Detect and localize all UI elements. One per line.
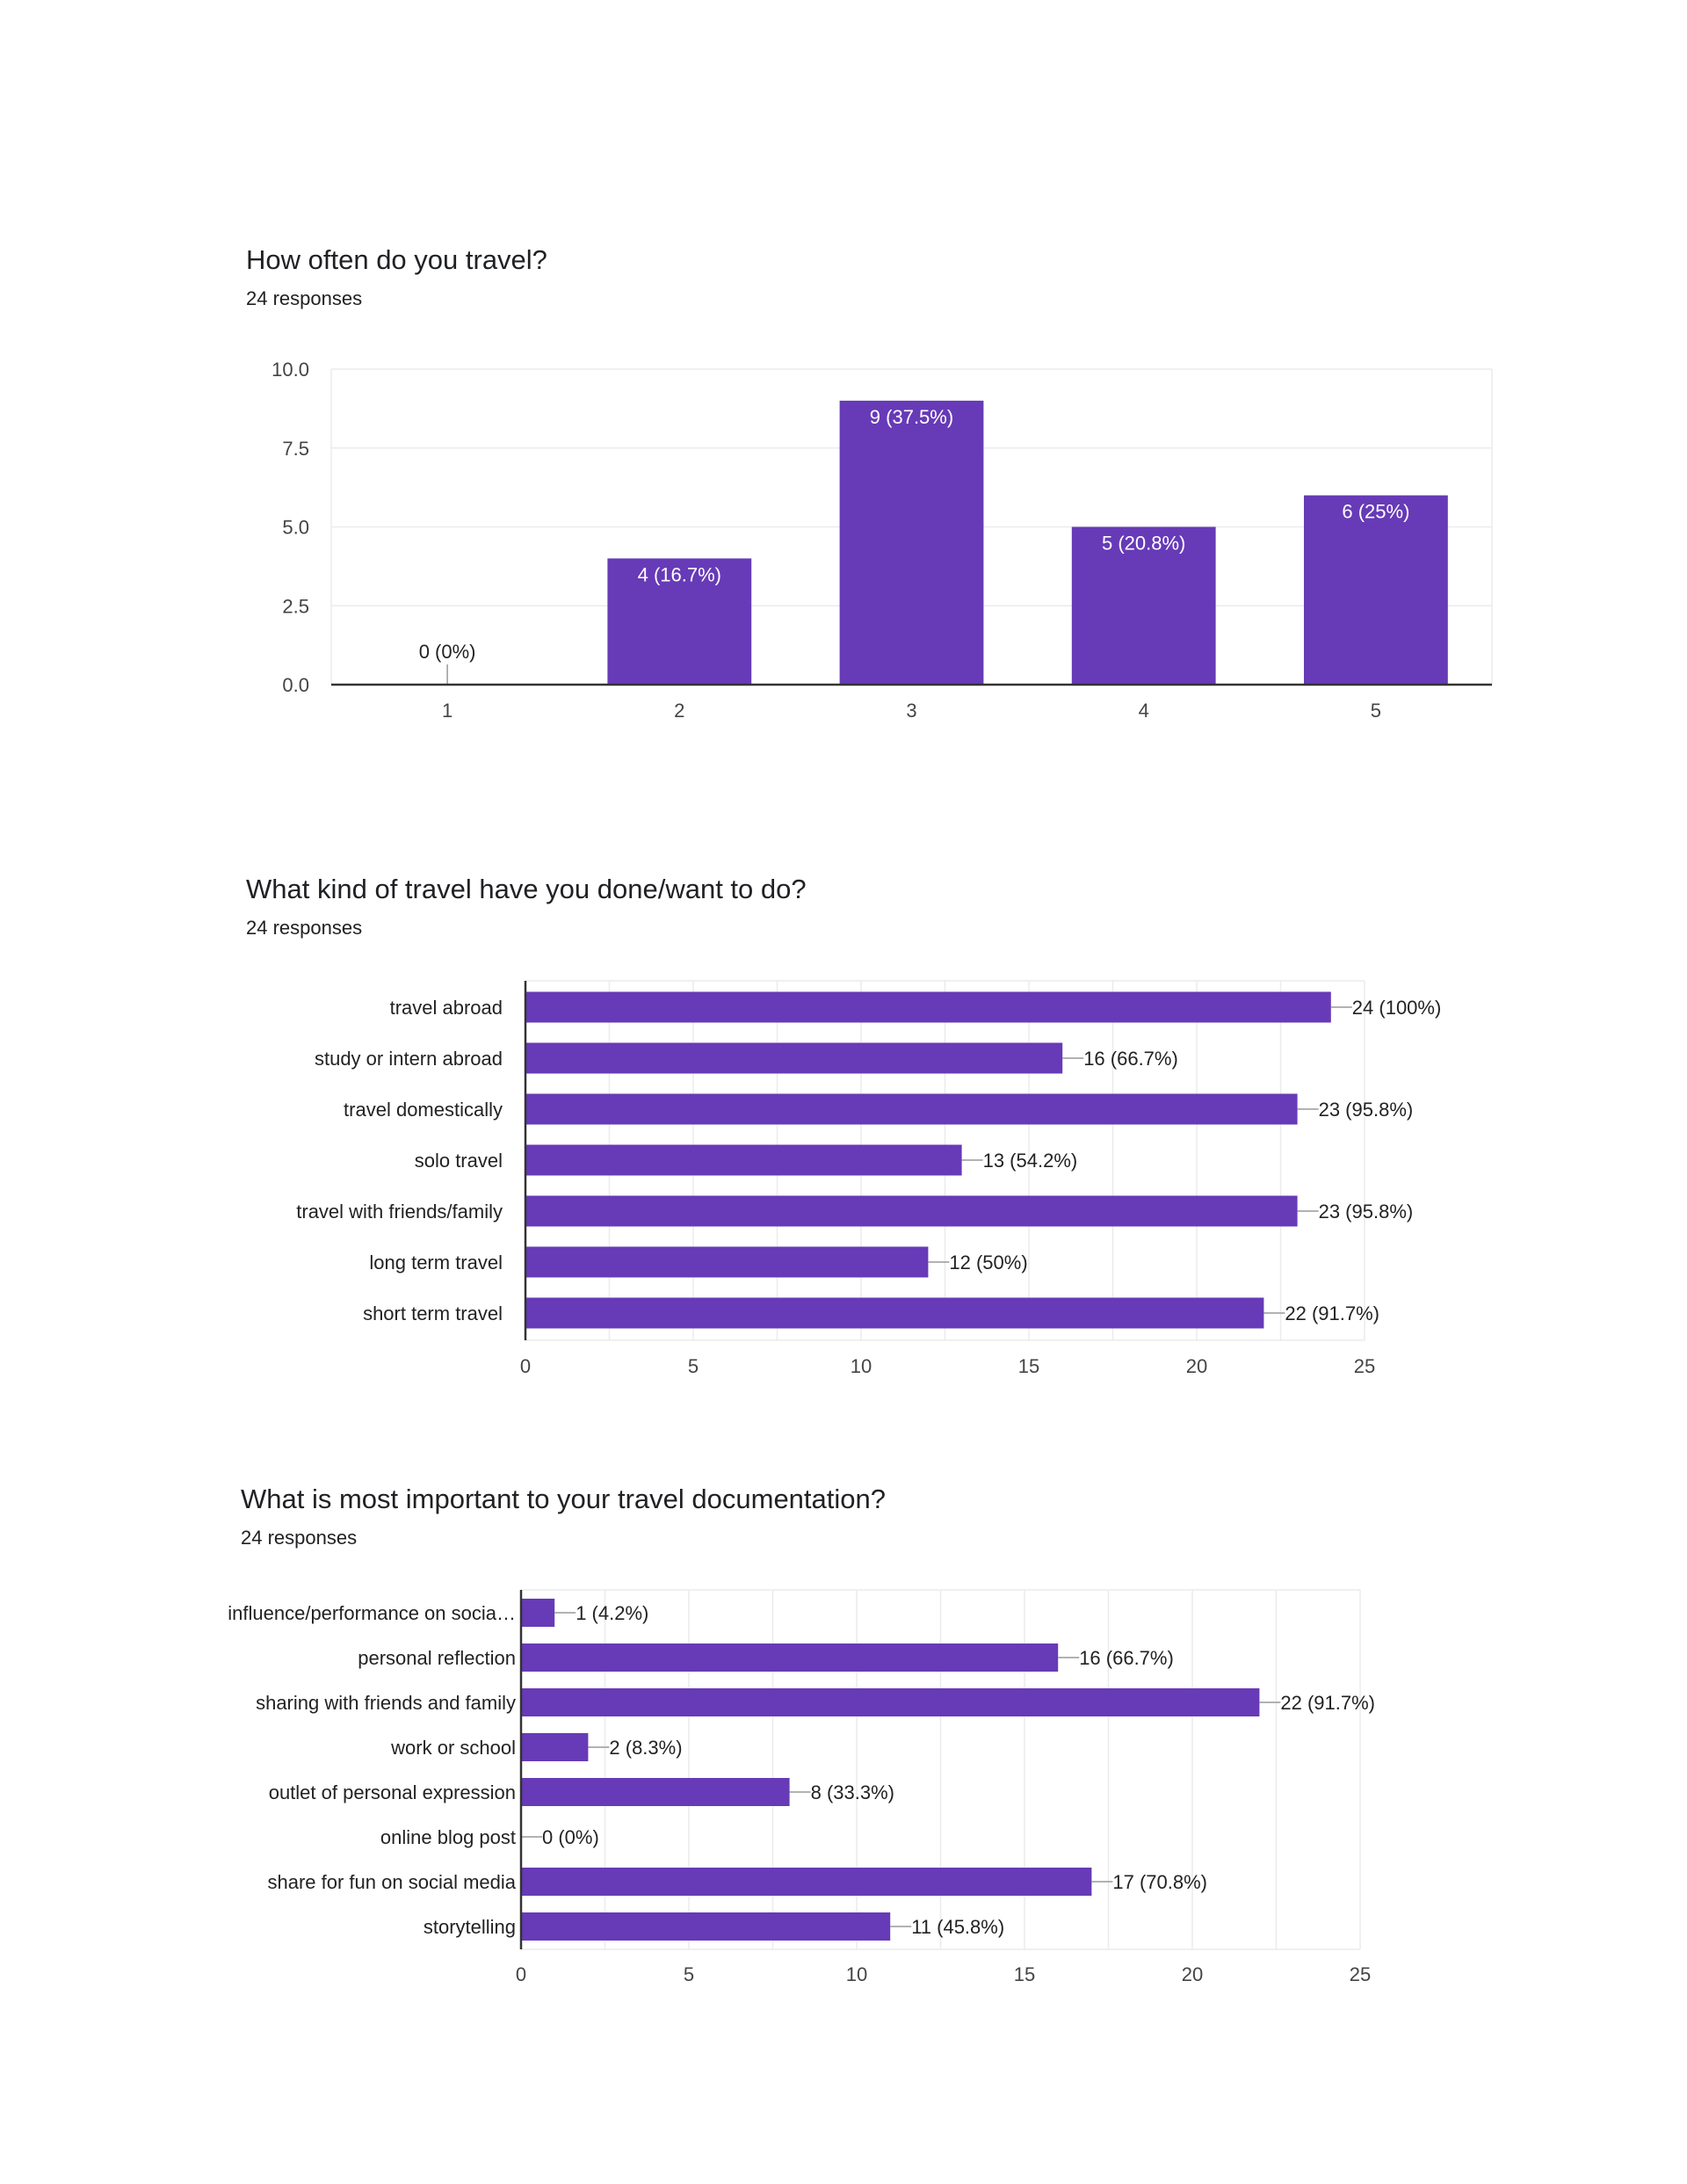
chart1-data-label: 6 (25%) xyxy=(1342,501,1409,523)
chart1-y-tick-label: 10.0 xyxy=(272,359,309,381)
chart3-bar xyxy=(521,1643,1059,1672)
chart2-response-count: 24 responses xyxy=(246,917,363,939)
chart2-data-label: 23 (95.8%) xyxy=(1319,1201,1414,1223)
chart2-data-label: 12 (50%) xyxy=(949,1252,1027,1273)
chart2-x-tick-label: 20 xyxy=(1186,1355,1207,1377)
chart2-data-label: 16 (66.7%) xyxy=(1083,1048,1178,1070)
chart2-category-label: travel abroad xyxy=(390,997,503,1019)
chart1-y-tick-label: 0.0 xyxy=(282,674,309,696)
chart2-category-label: travel domestically xyxy=(344,1099,503,1121)
chart1-response-count: 24 responses xyxy=(246,287,363,309)
chart1-bar xyxy=(1303,495,1448,685)
chart2-x-tick-label: 15 xyxy=(1018,1355,1039,1377)
chart3-category-label: storytelling xyxy=(424,1916,516,1938)
chart2-bar xyxy=(525,1042,1063,1074)
chart3-x-tick-label: 0 xyxy=(516,1963,526,1985)
chart3-x-tick-label: 25 xyxy=(1350,1963,1371,1985)
chart3-data-label: 8 (33.3%) xyxy=(811,1781,894,1803)
chart2-category-label: solo travel xyxy=(415,1150,503,1172)
chart3-category-label: sharing with friends and family xyxy=(256,1692,516,1714)
chart2-bar xyxy=(525,1246,929,1278)
chart3-data-label: 11 (45.8%) xyxy=(911,1916,1004,1938)
chart1-bar xyxy=(1071,526,1216,685)
chart3-x-tick-label: 20 xyxy=(1182,1963,1203,1985)
chart3-data-label: 2 (8.3%) xyxy=(609,1737,682,1759)
chart3-data-label: 22 (91.7%) xyxy=(1280,1692,1375,1714)
chart1-x-tick-label: 4 xyxy=(1139,700,1149,722)
chart1-data-label: 0 (0%) xyxy=(419,641,476,663)
chart2-x-tick-label: 5 xyxy=(688,1355,699,1377)
chart1-x-tick-label: 3 xyxy=(906,700,916,722)
chart2-bar xyxy=(525,1093,1298,1125)
chart2-bar xyxy=(525,1195,1298,1227)
chart3-title: What is most important to your travel do… xyxy=(241,1484,886,1514)
chart3-data-label: 17 (70.8%) xyxy=(1112,1871,1207,1893)
chart2-data-label: 24 (100%) xyxy=(1352,997,1442,1019)
chart3-response-count: 24 responses xyxy=(241,1527,358,1549)
chart3-x-tick-label: 10 xyxy=(846,1963,867,1985)
chart2-category-label: travel with friends/family xyxy=(296,1201,503,1223)
chart2-title: What kind of travel have you done/want t… xyxy=(246,874,807,904)
chart1-data-label: 5 (20.8%) xyxy=(1102,533,1185,555)
chart2-category-label: long term travel xyxy=(369,1252,503,1273)
chart3-data-label: 1 (4.2%) xyxy=(576,1602,648,1624)
chart2-x-tick-label: 10 xyxy=(851,1355,872,1377)
chart3-data-label: 16 (66.7%) xyxy=(1079,1647,1174,1669)
chart1-bar xyxy=(607,558,752,685)
chart2-category-label: short term travel xyxy=(363,1302,503,1324)
chart3-category-label: online blog post xyxy=(380,1826,516,1848)
chart2-data-label: 23 (95.8%) xyxy=(1319,1099,1414,1121)
chart2-x-tick-label: 25 xyxy=(1354,1355,1375,1377)
chart3-category-label: personal reflection xyxy=(358,1647,516,1669)
chart2-x-tick-label: 0 xyxy=(520,1355,531,1377)
chart1-data-label: 4 (16.7%) xyxy=(638,563,721,585)
chart2-bar xyxy=(525,991,1331,1023)
chart3-bar xyxy=(521,1778,790,1806)
chart3-bar xyxy=(521,1733,589,1761)
chart1-y-tick-label: 5.0 xyxy=(282,517,309,539)
chart3-category-label: influence/performance on socia… xyxy=(228,1602,516,1624)
chart3-bar xyxy=(521,1912,891,1941)
chart2-bar xyxy=(525,1144,962,1176)
chart3-bar xyxy=(521,1868,1092,1896)
chart1-x-tick-label: 1 xyxy=(442,700,453,722)
chart1-y-tick-label: 2.5 xyxy=(282,595,309,617)
chart3-category-label: share for fun on social media xyxy=(268,1871,517,1893)
chart3-bar xyxy=(521,1599,555,1627)
chart3-x-tick-label: 15 xyxy=(1014,1963,1035,1985)
chart2-category-label: study or intern abroad xyxy=(315,1048,503,1070)
chart2-bar xyxy=(525,1297,1264,1329)
chart1-y-tick-label: 7.5 xyxy=(282,438,309,460)
chart2-data-label: 13 (54.2%) xyxy=(983,1150,1078,1172)
chart3-category-label: work or school xyxy=(390,1737,516,1759)
chart3-data-label: 0 (0%) xyxy=(542,1826,599,1848)
chart3-category-label: outlet of personal expression xyxy=(269,1781,516,1803)
chart3-bar xyxy=(521,1688,1260,1716)
chart1-x-tick-label: 5 xyxy=(1371,700,1381,722)
chart3-x-tick-label: 5 xyxy=(684,1963,694,1985)
chart2-data-label: 22 (91.7%) xyxy=(1285,1302,1379,1324)
chart1-data-label: 9 (37.5%) xyxy=(870,406,953,428)
chart1-title: How often do you travel? xyxy=(246,244,547,275)
chart1-x-tick-label: 2 xyxy=(674,700,684,722)
chart1-bar xyxy=(839,400,984,685)
